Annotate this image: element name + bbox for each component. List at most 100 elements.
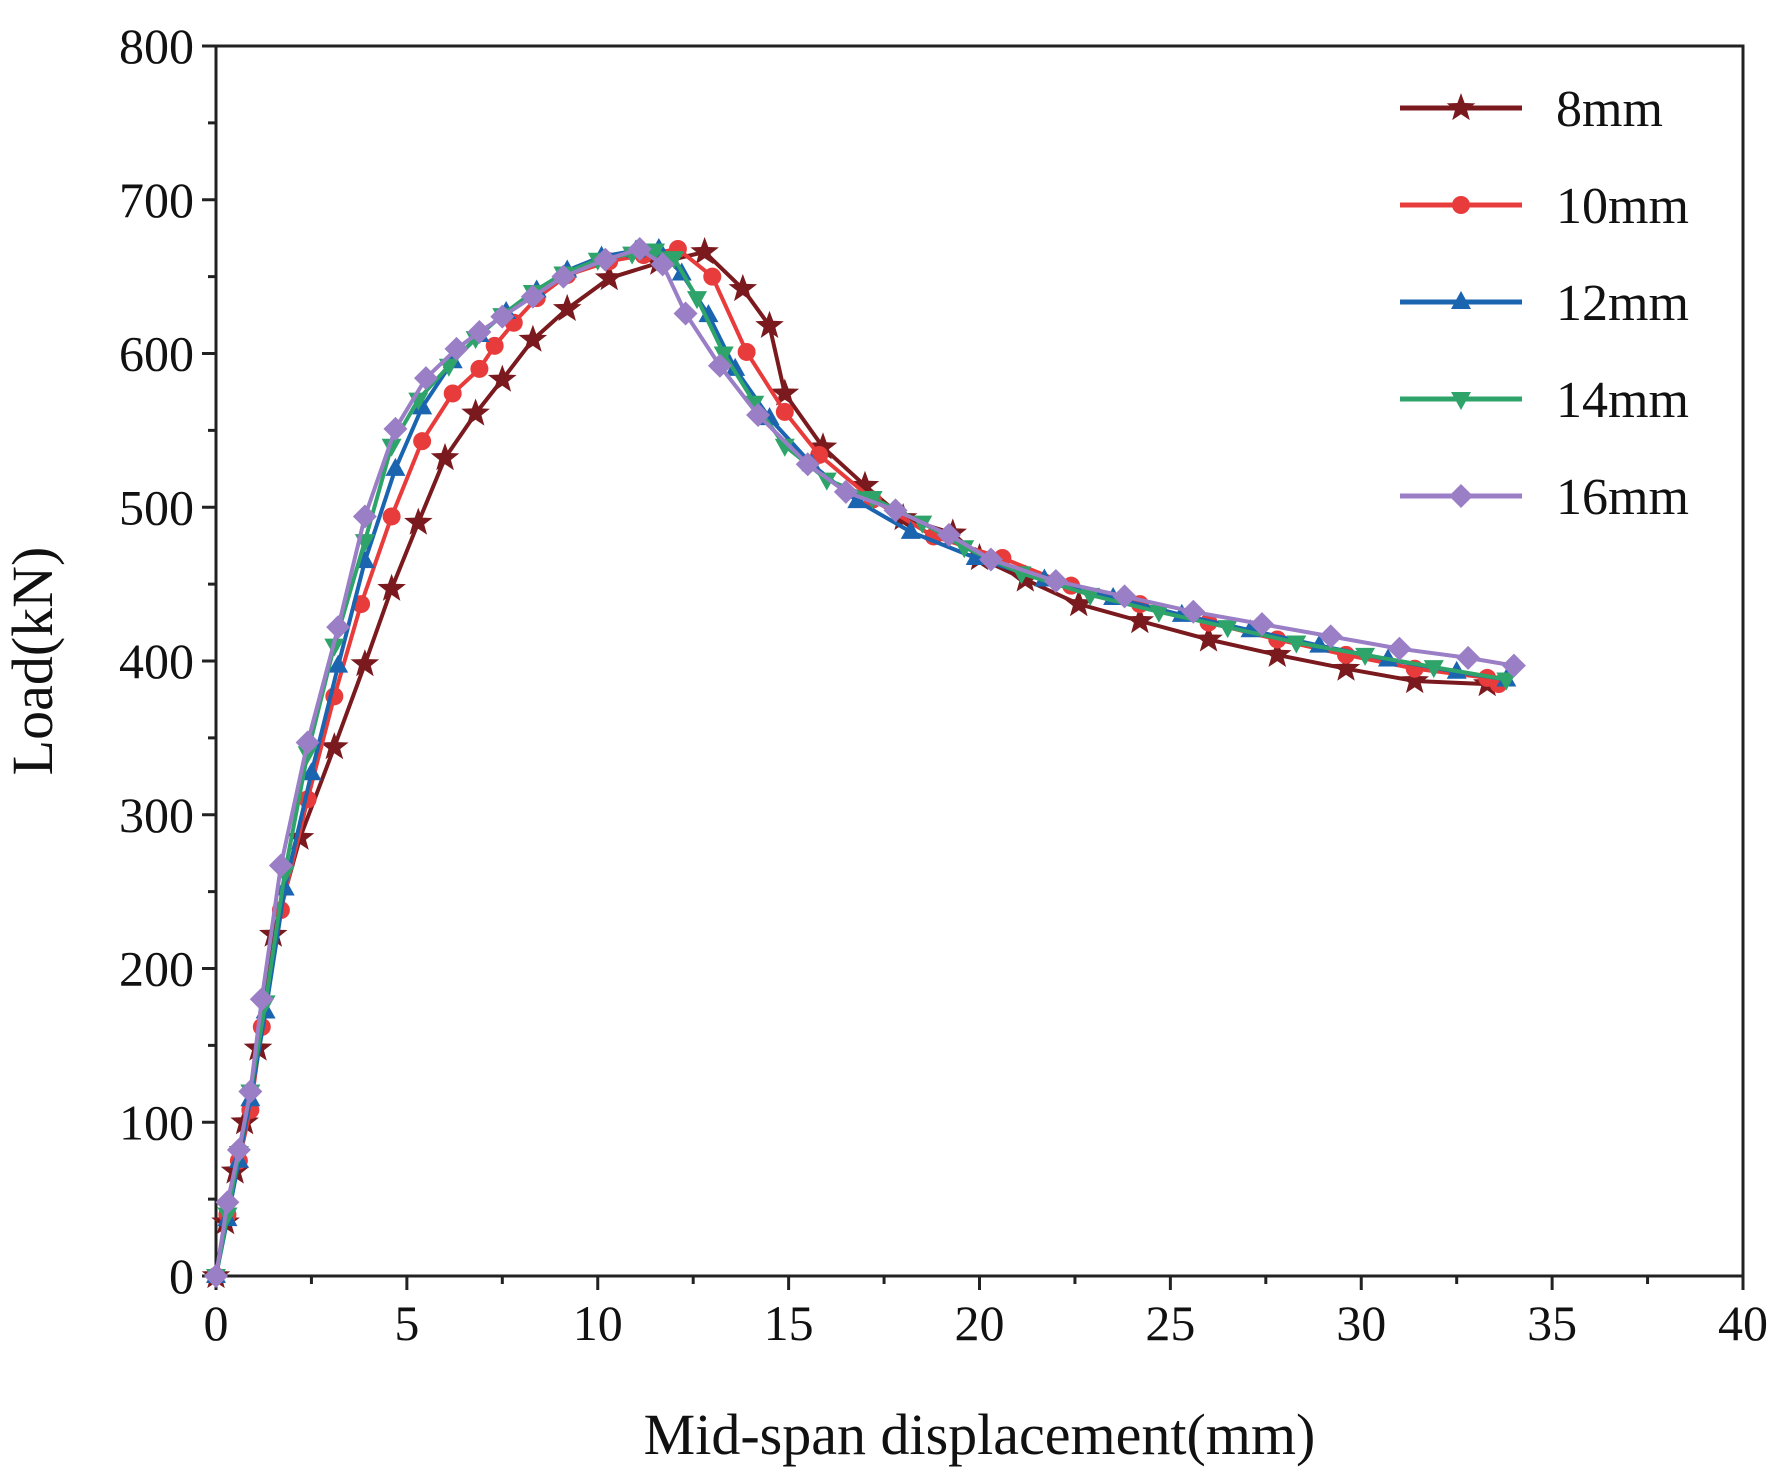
data-point-8mm [728, 273, 758, 302]
x-tick-label: 20 [955, 1295, 1005, 1351]
data-point-10mm [703, 267, 722, 286]
y-tick-label: 300 [119, 787, 194, 843]
data-point-16mm [1456, 645, 1481, 670]
legend-marker [1446, 93, 1476, 121]
data-point-14mm [816, 472, 837, 491]
data-point-16mm [226, 1137, 251, 1162]
data-point-16mm [707, 353, 732, 378]
data-point-8mm [594, 263, 624, 291]
data-point-10mm [382, 507, 401, 526]
data-point-12mm [412, 396, 433, 415]
data-point-14mm [713, 346, 734, 365]
data-point-16mm [936, 522, 961, 547]
series-line-10mm [214, 247, 1500, 1277]
data-point-8mm [1400, 666, 1429, 694]
data-point-8mm [552, 293, 582, 321]
y-tick-label: 600 [119, 326, 194, 382]
data-point-16mm [1318, 624, 1343, 649]
legend-marker [1449, 484, 1473, 508]
data-point-8mm [518, 324, 548, 352]
legend-marker [1451, 291, 1471, 309]
data-point-16mm [1043, 569, 1068, 594]
data-point-16mm [978, 547, 1003, 572]
data-point-16mm [413, 366, 438, 391]
series-line-16mm [214, 247, 1515, 1277]
legend-marker [1451, 392, 1471, 410]
data-point-8mm [1064, 589, 1093, 617]
y-axis-title: Load(kN) [0, 547, 65, 776]
data-point-16mm [249, 987, 274, 1012]
legend-marker [1452, 196, 1470, 214]
data-point-16mm [520, 284, 545, 309]
data-point-12mm [847, 490, 868, 509]
data-point-10mm [737, 342, 756, 361]
series-10mm [207, 239, 1508, 1285]
data-point-8mm [461, 398, 490, 426]
y-tick-label: 500 [119, 479, 194, 535]
x-tick-label: 5 [394, 1295, 419, 1351]
tick-labels: 0 5 10 15 20 25 30 35 40010020030040050060070080… [119, 18, 1768, 1351]
data-point-14mm [217, 1207, 238, 1226]
data-point-14mm [297, 746, 318, 765]
data-point-8mm [488, 364, 517, 392]
data-point-14mm [687, 291, 708, 310]
data-point-16mm [1501, 653, 1526, 678]
data-point-8mm [1011, 564, 1040, 592]
y-tick-label: 200 [119, 941, 194, 997]
legend-label: 12mm [1556, 275, 1689, 332]
data-point-16mm [352, 504, 377, 529]
legend-label: 10mm [1556, 178, 1689, 235]
y-tick-label: 800 [119, 18, 194, 74]
data-point-8mm [770, 378, 800, 406]
data-point-14mm [1355, 647, 1376, 666]
legend-item-12mm: 12mm [1400, 275, 1689, 332]
legend-label: 16mm [1556, 469, 1689, 526]
data-point-12mm [725, 357, 746, 376]
data-point-16mm [204, 1264, 228, 1288]
data-point-16mm [673, 301, 698, 326]
data-point-8mm [755, 310, 784, 338]
x-tick-label: 10 [573, 1295, 623, 1351]
data-point-14mm [1217, 620, 1238, 639]
x-tick-label: 0 [204, 1295, 229, 1351]
y-tick-label: 700 [119, 172, 194, 228]
data-point-16mm [215, 1190, 240, 1215]
data-point-12mm [328, 654, 349, 673]
data-point-8mm [808, 432, 838, 460]
legend: 8mm 10mm 12mm 14mm 16mm [1400, 81, 1689, 526]
legend-label: 8mm [1556, 81, 1663, 138]
data-point-14mm [744, 395, 765, 414]
data-point-16mm [833, 479, 858, 504]
data-point-16mm [295, 730, 320, 755]
data-point-16mm [1249, 612, 1274, 637]
x-tick-label: 25 [1145, 1295, 1195, 1351]
legend-item-16mm: 16mm [1400, 469, 1689, 526]
x-tick-label: 30 [1336, 1295, 1386, 1351]
data-point-16mm [326, 615, 351, 640]
data-point-16mm [490, 304, 515, 329]
series-12mm [206, 237, 1517, 1283]
data-point-16mm [551, 264, 576, 289]
data-point-8mm [259, 919, 288, 947]
data-point-16mm [627, 236, 652, 261]
data-point-8mm [1263, 639, 1292, 667]
data-point-16mm [650, 252, 675, 277]
data-point-8mm [350, 649, 380, 677]
legend-item-14mm: 14mm [1400, 372, 1689, 429]
data-point-16mm [467, 319, 492, 344]
data-point-16mm [1181, 599, 1206, 624]
y-tick-label: 0 [169, 1248, 194, 1304]
data-point-12mm [698, 304, 719, 323]
data-point-16mm [238, 1079, 263, 1104]
data-point-8mm [1125, 606, 1155, 634]
series-layer [201, 236, 1526, 1289]
series-line-8mm [214, 250, 1488, 1277]
data-point-10mm [775, 402, 794, 421]
data-point-8mm [404, 507, 433, 535]
x-tick-label: 35 [1527, 1295, 1577, 1351]
data-point-10mm [485, 336, 504, 355]
y-tick-label: 100 [119, 1094, 194, 1150]
data-point-10mm [413, 432, 432, 451]
data-point-14mm [1286, 635, 1307, 654]
